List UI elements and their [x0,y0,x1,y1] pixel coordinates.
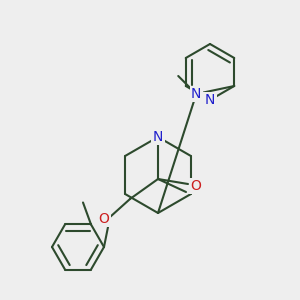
Text: N: N [191,87,201,101]
Text: O: O [190,179,201,193]
Text: N: N [153,130,163,144]
Text: O: O [99,212,110,226]
Text: N: N [205,93,215,107]
